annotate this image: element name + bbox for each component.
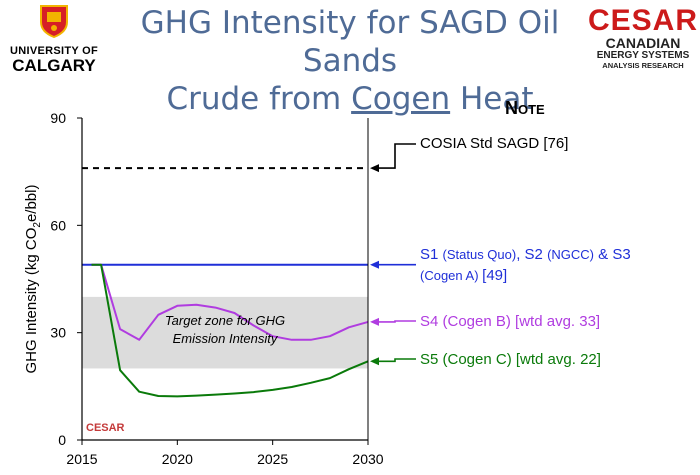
s4-arrowhead — [370, 317, 379, 326]
s5-series-line — [91, 263, 369, 398]
title-line-2-b: Cogen — [351, 81, 451, 117]
y-tick-label: 30 — [50, 325, 66, 341]
y-axis-label-post: e/bbl) — [23, 185, 40, 223]
s5-arrowhead — [370, 357, 379, 366]
s1-s2-s3-label: S1 (Status Quo), S2 (NGCC) & S3 (Cogen A… — [420, 244, 631, 286]
s1-text-b: (Status Quo) — [442, 247, 517, 262]
cesar-line-3: ANALYSIS RESEARCH — [602, 61, 684, 70]
s1-text-d: (NGCC) — [547, 247, 595, 262]
title-line-2-a: Crude from — [166, 81, 352, 117]
s5-label: S5 (Cogen C) [wtd avg. 22] — [420, 351, 601, 368]
page-title: GHG Intensity for SAGD Oil Sands Crude f… — [125, 4, 575, 118]
university-shield-icon — [40, 5, 68, 39]
s1-text-a: S1 — [420, 246, 443, 263]
s1-text-g: [49] — [482, 267, 508, 284]
university-of-calgary-logo: UNIVERSITY OF CALGARY — [6, 4, 102, 76]
cesar-line-2: ENERGY SYSTEMS — [596, 50, 690, 61]
cesar-line-1: CANADIAN — [605, 35, 681, 51]
y-axis-label-sub: 2 — [32, 222, 43, 228]
s5-leader-line — [376, 358, 416, 363]
cesar-wordmark: CESAR — [588, 4, 699, 37]
s4-label: S4 (Cogen B) [wtd avg. 33] — [420, 313, 601, 330]
s1-text-c: , S2 — [516, 246, 548, 263]
x-tick-label: 2015 — [66, 451, 97, 467]
cesar-logo: CESAR CANADIAN ENERGY SYSTEMS ANALYSIS R… — [588, 6, 698, 71]
cosia-leader-line — [376, 143, 416, 169]
s4-series-line — [91, 263, 369, 341]
zone-label-line-2: Emission Intensity — [173, 331, 279, 346]
cosia-arrowhead — [370, 164, 379, 173]
s1-arrowhead — [370, 260, 379, 269]
y-tick-label: 90 — [50, 110, 66, 126]
y-tick-label: 0 — [58, 432, 66, 448]
title-line-1: GHG Intensity for SAGD Oil Sands — [140, 5, 560, 79]
target-zone — [82, 296, 368, 369]
cesar-watermark: CESAR — [86, 422, 125, 434]
zone-label-line-1: Target zone for GHG — [165, 313, 285, 328]
s1-text-e: & S3 — [594, 246, 631, 263]
s1-text-f: (Cogen A) — [420, 268, 483, 283]
logo-line-1: UNIVERSITY OF — [9, 45, 99, 57]
cosia-label: COSIA Std SAGD [76] — [420, 135, 569, 152]
note-heading: Note — [505, 98, 545, 118]
title-line-2: Crude from Cogen Heat — [125, 80, 575, 118]
x-tick-label: 2025 — [257, 451, 288, 467]
y-axis-label-pre: GHG Intensity (kg CO — [23, 228, 40, 374]
logo-line-2: CALGARY — [12, 56, 96, 75]
x-tick-label: 2030 — [352, 451, 383, 467]
y-tick-label: 60 — [50, 217, 66, 233]
s4-leader-line — [376, 320, 416, 323]
y-axis-label: GHG Intensity (kg CO2e/bbl) — [23, 185, 43, 374]
x-tick-label: 2020 — [162, 451, 193, 467]
title-line-2-c: Heat — [450, 81, 534, 117]
